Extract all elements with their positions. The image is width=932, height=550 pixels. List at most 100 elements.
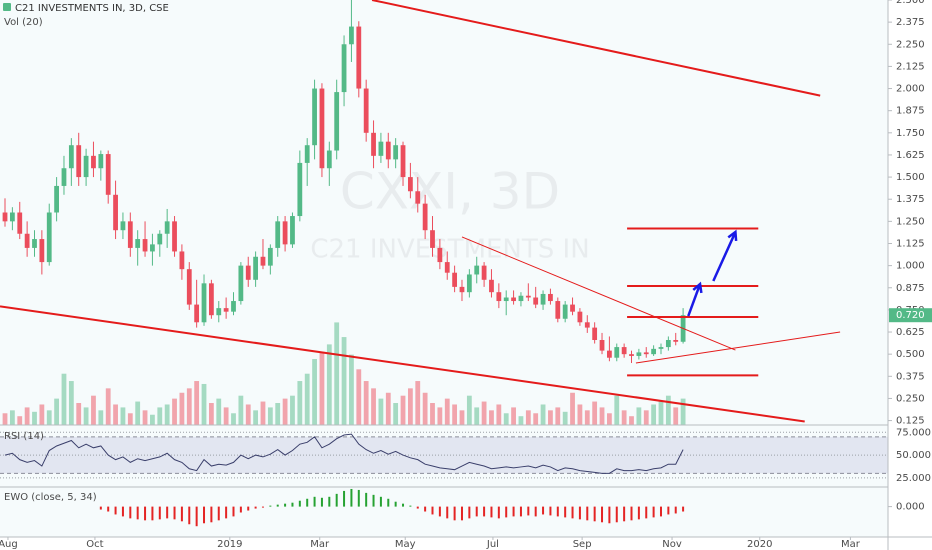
volume-bar (599, 407, 605, 425)
volume-bar (459, 410, 465, 425)
candle-body (282, 221, 288, 245)
candle-body (400, 145, 406, 178)
candle-body (474, 265, 480, 275)
ewo-bar (682, 506, 685, 512)
chart-title: C21 INVESTMENTS IN, 3D, CSE (15, 3, 169, 14)
candle-body (17, 212, 23, 234)
candle-body (179, 251, 185, 270)
ewo-bar (129, 506, 132, 519)
ewo-bar (431, 506, 434, 515)
y-tick-label: 1.500 (896, 172, 925, 183)
trend-line (635, 331, 841, 364)
ewo-bar (645, 506, 648, 519)
ewo-bar (387, 498, 390, 507)
panes (0, 0, 888, 527)
candle-body (304, 145, 310, 163)
candle-body (415, 191, 421, 204)
candle-body (636, 352, 642, 356)
ewo-bar (210, 506, 213, 523)
ewo-bar (586, 506, 589, 521)
candle-body (105, 154, 111, 195)
x-tick-label: Sep (573, 539, 592, 550)
volume-bar (127, 413, 133, 425)
watermark-name: C21 INVESTMENTS IN (310, 235, 589, 265)
volume-bar (231, 413, 236, 425)
candle-body (2, 212, 8, 222)
candle-body (511, 297, 516, 302)
candle-body (665, 340, 671, 348)
volume-bar (503, 413, 509, 425)
volume-bar (179, 392, 185, 425)
candle-body (32, 239, 37, 248)
volume-bar (46, 410, 52, 425)
volume-bar (83, 407, 89, 425)
x-tick-label: Jul (486, 539, 499, 550)
volume-bar (570, 392, 575, 425)
ewo-bar (225, 506, 228, 519)
trend-line (0, 305, 805, 423)
y-tick-label: 2.125 (896, 61, 925, 72)
watermark: CXXI, 3D (340, 163, 560, 221)
ewo-bar (460, 506, 463, 521)
ewo-bar (490, 506, 493, 518)
volume-bar (54, 398, 60, 425)
volume-bar (223, 407, 229, 425)
volume-bar (378, 398, 384, 425)
ewo-bar (379, 496, 382, 507)
y-tick-label: 50.000 (896, 450, 931, 461)
x-tick-label: May (395, 539, 416, 550)
volume-bar (621, 410, 627, 425)
volume-bar (385, 392, 391, 425)
ewo-bar (306, 498, 309, 507)
x-tick-label: Mar (310, 539, 330, 550)
y-tick-label: 0.500 (896, 349, 925, 360)
ewo-bar (343, 490, 346, 507)
ewo-bar (483, 506, 486, 517)
candle-body (651, 348, 657, 355)
candle-body (592, 327, 598, 340)
candle-body (98, 154, 104, 169)
candle-body (606, 350, 612, 358)
y-tick-label: 1.250 (896, 216, 925, 227)
volume-bar (437, 407, 443, 425)
x-tick-label: Nov (662, 539, 682, 550)
candle-body (577, 311, 583, 323)
volume-bar (341, 337, 347, 425)
ewo-bar (261, 506, 264, 508)
candle-body (356, 26, 362, 89)
volume-bar (606, 413, 612, 425)
candle-body (518, 295, 524, 302)
ewo-bar (136, 506, 139, 520)
candle-body (481, 265, 487, 280)
volume-bar (91, 395, 96, 425)
candle-body (614, 347, 620, 358)
volume-bar (32, 411, 37, 425)
volume-bar (105, 388, 111, 425)
candle-body (319, 88, 325, 169)
ewo-bar (203, 506, 206, 524)
candle-body (260, 256, 266, 266)
candle-body (135, 239, 141, 248)
volume-bar (496, 404, 502, 425)
volume-bar (245, 404, 251, 425)
ewo-bar (328, 496, 331, 507)
candle-body (459, 286, 465, 293)
ewo-bar (402, 503, 405, 507)
volume-bar (400, 395, 406, 425)
candle-body (201, 283, 207, 323)
ewo-bar (424, 506, 427, 512)
candle-body (430, 230, 435, 248)
candle-body (503, 297, 509, 302)
ewo-bar (615, 506, 618, 523)
candle-body (223, 308, 229, 312)
ewo-bar (394, 501, 397, 507)
candle-body (39, 239, 45, 263)
volume-bar (253, 410, 259, 425)
candle-body (371, 132, 376, 156)
volume-bar (422, 392, 428, 425)
y-tick-label: 0.250 (896, 393, 925, 404)
ewo-bar (335, 493, 338, 507)
candle-body (349, 26, 354, 45)
candle-body (393, 145, 399, 160)
candle-body (113, 194, 118, 231)
